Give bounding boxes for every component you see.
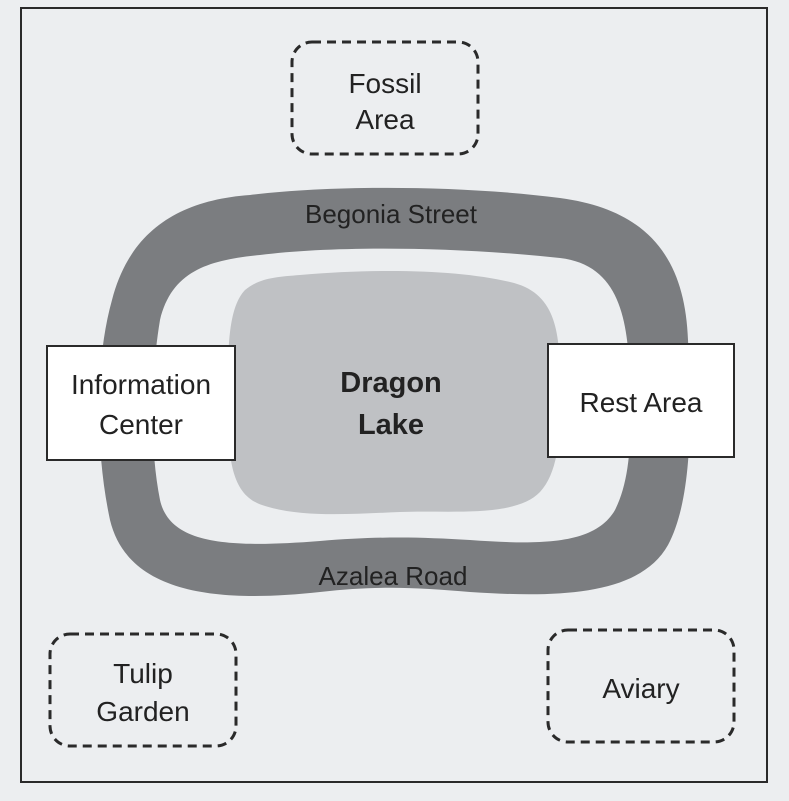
dragon-lake-label-1: Dragon [340,367,442,399]
tulip-garden-label-1: Tulip [113,658,173,689]
fossil-area [290,40,480,156]
dragon-lake [227,270,561,515]
begonia-street-label: Begonia Street [305,199,478,229]
information-center [46,345,236,461]
tulip-garden-label-2: Garden [96,696,189,727]
rest-area-label: Rest Area [580,387,703,418]
fossil-area-label-2: Area [355,104,415,135]
fossil-area-label-1: Fossil [348,68,421,99]
aviary [546,628,736,744]
azalea-road-label: Azalea Road [319,561,468,591]
information-center-label-1: Information [71,369,211,400]
road-ring [98,187,690,596]
tulip-garden [48,632,238,748]
aviary-label: Aviary [602,673,679,704]
information-center-label-2: Center [99,409,183,440]
rest-area [547,343,735,458]
dragon-lake-label-2: Lake [358,409,424,441]
